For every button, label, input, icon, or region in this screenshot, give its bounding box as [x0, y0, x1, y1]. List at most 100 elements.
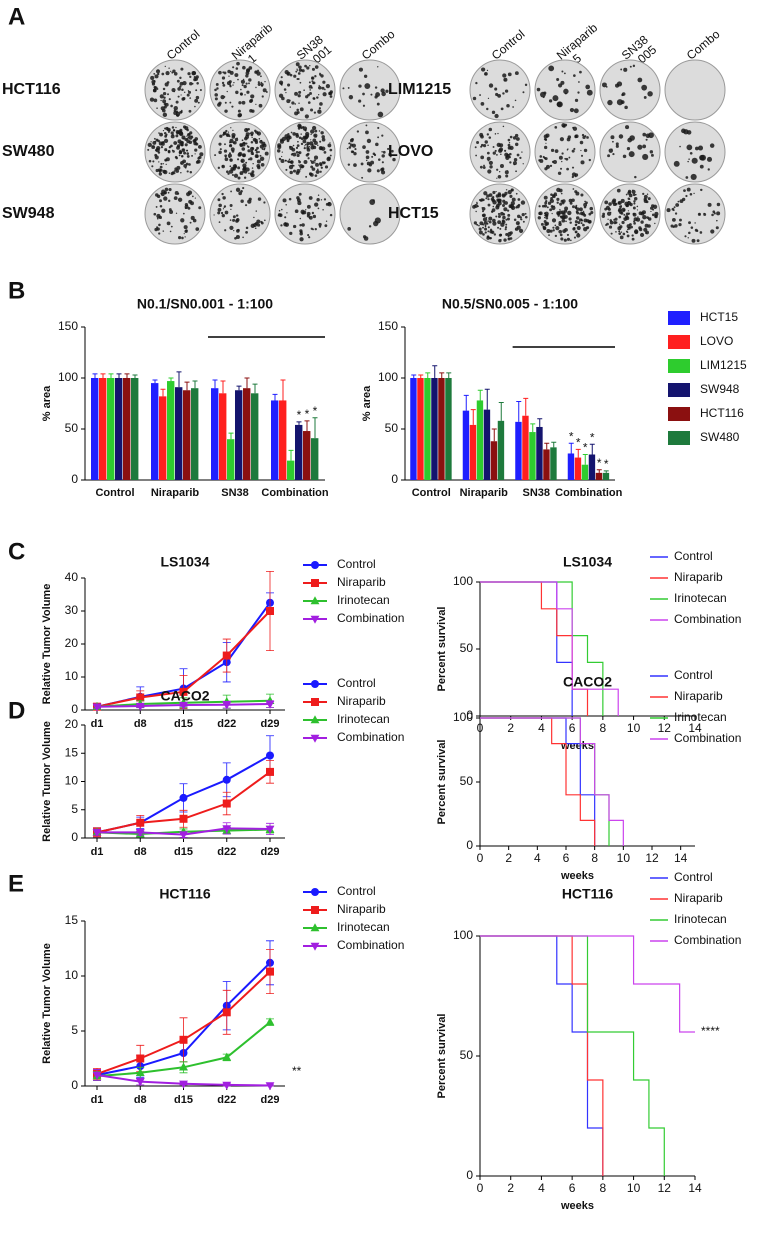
error-bar — [523, 397, 529, 416]
legend-swatch — [668, 335, 690, 349]
colony — [694, 228, 698, 232]
colony — [307, 157, 310, 160]
colony — [324, 224, 328, 228]
colony — [217, 207, 222, 212]
colony — [159, 205, 163, 208]
colony — [223, 149, 228, 153]
colony — [157, 151, 161, 154]
colony — [312, 145, 317, 150]
bar — [536, 426, 543, 480]
colony — [642, 144, 647, 149]
colony — [311, 80, 314, 83]
row-label: SW480 — [2, 143, 55, 160]
colony — [172, 129, 176, 132]
colony — [619, 225, 623, 229]
colony — [488, 136, 492, 139]
colony — [588, 220, 591, 223]
colony — [538, 211, 542, 216]
colony — [486, 133, 490, 136]
colony — [561, 152, 564, 155]
colony — [502, 125, 505, 128]
colony — [378, 158, 381, 161]
colony — [231, 132, 236, 138]
colony — [233, 229, 235, 232]
colony — [623, 209, 626, 212]
colony — [688, 221, 691, 225]
colony — [570, 239, 572, 242]
colony — [574, 220, 578, 224]
colony — [560, 192, 563, 195]
x-tick-label: 4 — [538, 1181, 545, 1195]
x-tick-label: 6 — [569, 721, 576, 735]
colony — [315, 135, 317, 138]
colony — [638, 226, 642, 230]
colony — [281, 151, 283, 153]
colony — [307, 143, 309, 145]
colony — [299, 168, 302, 170]
colony — [576, 233, 581, 238]
marker — [135, 1078, 145, 1087]
significance-star: * — [297, 408, 302, 422]
colony — [286, 139, 290, 143]
colony — [611, 140, 614, 143]
colony — [474, 146, 477, 149]
colony — [503, 207, 508, 212]
error-bar — [537, 418, 543, 427]
colony — [495, 194, 500, 198]
colony — [233, 81, 235, 84]
colony — [158, 169, 162, 173]
colony — [242, 65, 246, 70]
colony — [551, 194, 556, 199]
colony — [318, 162, 323, 166]
legend-label: HCT116 — [700, 406, 744, 420]
colony — [539, 155, 543, 158]
bar — [175, 387, 183, 480]
y-tick-label: 0 — [71, 830, 78, 844]
y-axis-label: Relative Tumor Volume — [41, 943, 53, 1064]
y-tick-label: 50 — [385, 421, 399, 435]
colony — [186, 155, 190, 158]
colony — [632, 193, 636, 197]
chart-title: HCT116 — [159, 886, 211, 902]
marker — [92, 703, 102, 712]
colony — [178, 150, 183, 155]
colony — [558, 155, 563, 160]
y-axis-label: Percent survival — [436, 607, 448, 692]
colony — [580, 222, 583, 225]
colony — [170, 104, 173, 108]
colony — [164, 158, 168, 162]
colony — [487, 169, 492, 174]
colony — [245, 74, 249, 78]
significance-star: * — [604, 457, 609, 471]
colony — [377, 136, 380, 139]
colony — [634, 229, 639, 234]
colony — [689, 192, 693, 196]
colony — [227, 153, 232, 158]
colony — [296, 68, 298, 70]
colony — [522, 220, 525, 223]
colony — [605, 86, 608, 88]
colony — [647, 91, 653, 97]
colony — [257, 197, 262, 201]
colony — [381, 134, 384, 137]
colony — [500, 211, 504, 216]
colony — [235, 214, 239, 217]
legend-swatch — [668, 359, 690, 373]
colony — [481, 207, 483, 209]
colony — [229, 84, 232, 87]
colony — [380, 88, 385, 93]
colony — [480, 102, 485, 106]
colony — [640, 220, 644, 224]
colony — [230, 190, 232, 193]
colony — [574, 98, 579, 102]
colony — [316, 168, 319, 171]
colony — [186, 192, 191, 197]
error-bar — [418, 374, 424, 378]
colony — [385, 89, 389, 93]
colony — [194, 153, 196, 155]
colony — [488, 160, 493, 165]
colony — [572, 227, 576, 231]
colony — [160, 162, 163, 165]
colony — [189, 221, 192, 224]
colony — [165, 71, 170, 76]
